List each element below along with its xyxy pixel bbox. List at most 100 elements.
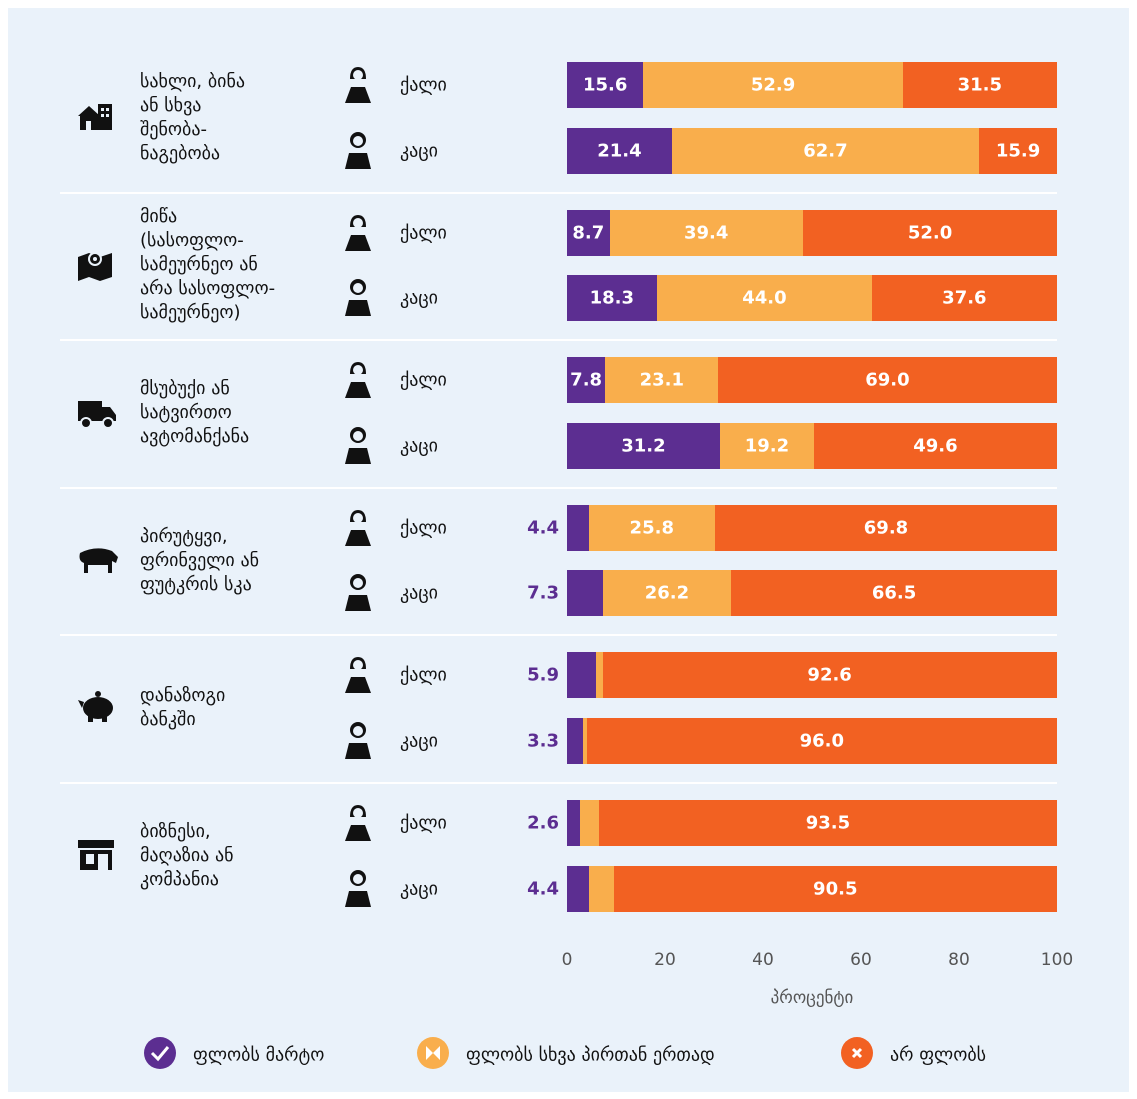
- x-tick-label: 60: [850, 950, 872, 970]
- value-label: 37.6: [942, 287, 987, 309]
- group-icon: [78, 103, 112, 130]
- value-label: 90.5: [813, 878, 858, 899]
- x-tick-label: 20: [654, 950, 676, 970]
- row-label: ქალი: [400, 517, 447, 539]
- bar-segment: [567, 865, 589, 912]
- group-label-line: ნაგებობა: [140, 142, 221, 164]
- group-separator: [60, 486, 1057, 489]
- value-label: 62.7: [803, 140, 848, 161]
- bar-segment: [813, 422, 1057, 469]
- legend-label: ფლობს მარტო: [193, 1044, 325, 1066]
- value-label: 31.2: [621, 435, 666, 457]
- bar-segment: [567, 570, 603, 617]
- group-label-line: ბიზნესი,: [140, 820, 211, 842]
- x-tick-label: 40: [752, 950, 774, 970]
- bar-segment: [567, 127, 672, 174]
- person-icon: [345, 279, 371, 317]
- legend-icon: [841, 1037, 873, 1069]
- value-label: 4.4: [527, 517, 559, 539]
- bar-segment: [802, 209, 1058, 256]
- group-label-line: მსუბუქი ან: [140, 377, 230, 399]
- bar-segment: [586, 717, 1057, 764]
- group-label-line: პირუტყვი,: [140, 525, 228, 547]
- group-label-line: ფუტკრის სკა: [140, 573, 252, 595]
- bar-segment: [671, 127, 980, 174]
- group-label: მიწა (სასოფლო-სამეურნეო ან არა სასოფლო-სამ…: [140, 205, 330, 325]
- person-icon: [345, 426, 371, 464]
- value-label: 93.5: [805, 812, 851, 834]
- group-icon: [79, 547, 118, 573]
- value-label: 21.4: [597, 140, 642, 161]
- bar-segment: [588, 504, 715, 551]
- value-label: 15.6: [583, 74, 628, 96]
- row-label: ქალი: [400, 222, 447, 244]
- row-label: კაცი: [400, 140, 438, 161]
- group-label-line: შენობა-: [140, 118, 207, 140]
- bar-segment: [643, 62, 903, 108]
- group-label-line: არა სასოფლო-: [140, 278, 276, 300]
- bar-segment: [731, 570, 1057, 617]
- group-label-line: ან სხვა: [140, 94, 202, 116]
- group-label-line: სახლი, ბინა: [140, 70, 246, 92]
- bar-segment: [602, 570, 732, 617]
- person-icon: [345, 657, 371, 694]
- person-icon: [345, 67, 371, 103]
- row-label: კაცი: [400, 582, 438, 604]
- person-icon: [345, 509, 371, 546]
- person-icon: [345, 574, 371, 612]
- group-separator: [60, 634, 1057, 637]
- bar-segment: [872, 275, 1057, 322]
- x-tick-label: 0: [561, 950, 573, 970]
- person-icon: [345, 131, 371, 169]
- group-label-line: ავტომანქანა: [140, 425, 250, 447]
- bar-segment: [656, 275, 873, 322]
- value-label: 52.0: [907, 222, 953, 244]
- group-label-line: დანაზოგი: [140, 685, 226, 707]
- value-label: 4.4: [527, 878, 559, 899]
- group-label: პირუტყვი, ფრინველი ან ფუტკრის სკა: [140, 525, 330, 597]
- value-label: 5.9: [527, 664, 559, 686]
- value-label: 92.6: [807, 664, 852, 686]
- x-tick-label: 80: [948, 950, 970, 970]
- group-label-line: მაღაზია ან: [140, 844, 234, 866]
- bar-segment: [583, 717, 587, 764]
- value-label: 52.9: [750, 74, 796, 96]
- value-label: 2.6: [527, 812, 559, 834]
- bar-segment: [979, 127, 1057, 174]
- value-label: 69.0: [865, 369, 910, 391]
- group-label: დანაზოგი ბანკში: [140, 684, 330, 732]
- row-label: კაცი: [400, 287, 438, 309]
- group-separator: [60, 339, 1057, 342]
- row-label: კაცი: [400, 878, 438, 899]
- bar-segment: [567, 357, 606, 404]
- bar-segment: [719, 422, 814, 469]
- bar-segment: [588, 865, 614, 912]
- group-label-line: (სასოფლო-: [140, 230, 244, 252]
- value-label: 7.8: [570, 369, 603, 391]
- value-label: 8.7: [572, 222, 605, 244]
- value-label: 3.3: [527, 730, 559, 752]
- value-label: 15.9: [995, 140, 1041, 161]
- group-label: ბიზნესი, მაღაზია ან კომპანია: [140, 820, 330, 892]
- group-separator: [60, 782, 1057, 784]
- value-label: 66.5: [871, 582, 917, 604]
- value-label: 44.0: [742, 287, 787, 309]
- value-label: 25.8: [629, 517, 674, 539]
- bar-segment: [567, 717, 584, 764]
- value-label: 7.3: [527, 582, 559, 604]
- person-icon: [345, 805, 371, 841]
- person-icon: [345, 214, 371, 251]
- group-icon: [78, 400, 116, 429]
- group-label: მსუბუქი ან სატვირთო ავტომანქანა: [140, 377, 330, 449]
- group-icon: [78, 691, 113, 723]
- group-label-line: კომპანია: [140, 868, 219, 890]
- group-separator: [60, 191, 1057, 194]
- bar-segment: [598, 800, 1057, 846]
- value-label: 31.5: [957, 74, 1003, 96]
- value-label: 69.8: [863, 517, 909, 539]
- group-label-line: ფრინველი ან: [140, 549, 260, 571]
- row-label: კაცი: [400, 435, 438, 457]
- legend-icon: [417, 1037, 449, 1069]
- row-label: ქალი: [400, 812, 447, 834]
- value-label: 96.0: [799, 730, 845, 752]
